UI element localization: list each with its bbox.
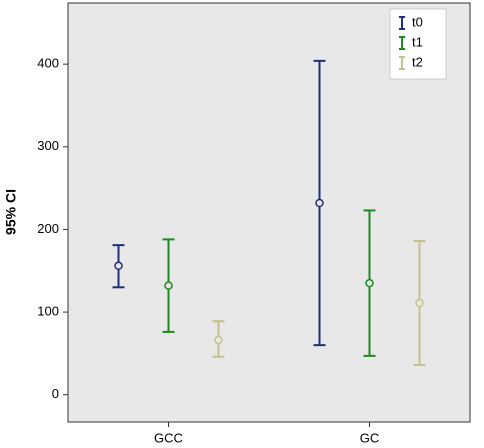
mean-point: [114, 261, 123, 271]
x-tick-label: GC: [360, 430, 380, 445]
mean-point: [415, 298, 424, 308]
y-tick-label: 400: [37, 56, 59, 71]
y-axis-label: 95% CI: [3, 189, 19, 235]
y-tick-label: 200: [37, 221, 59, 236]
x-tick-label: GCC: [154, 430, 183, 445]
y-tick-label: 0: [52, 386, 59, 401]
mean-point: [365, 278, 374, 288]
y-tick-label: 100: [37, 304, 59, 319]
mean-point: [214, 335, 223, 345]
legend-label: t0: [412, 14, 423, 29]
legend-box: [389, 8, 447, 80]
y-tick-label: 300: [37, 138, 59, 153]
mean-point: [315, 198, 324, 208]
legend-label: t1: [412, 34, 423, 49]
legend-label: t2: [412, 54, 423, 69]
mean-point: [164, 281, 173, 290]
